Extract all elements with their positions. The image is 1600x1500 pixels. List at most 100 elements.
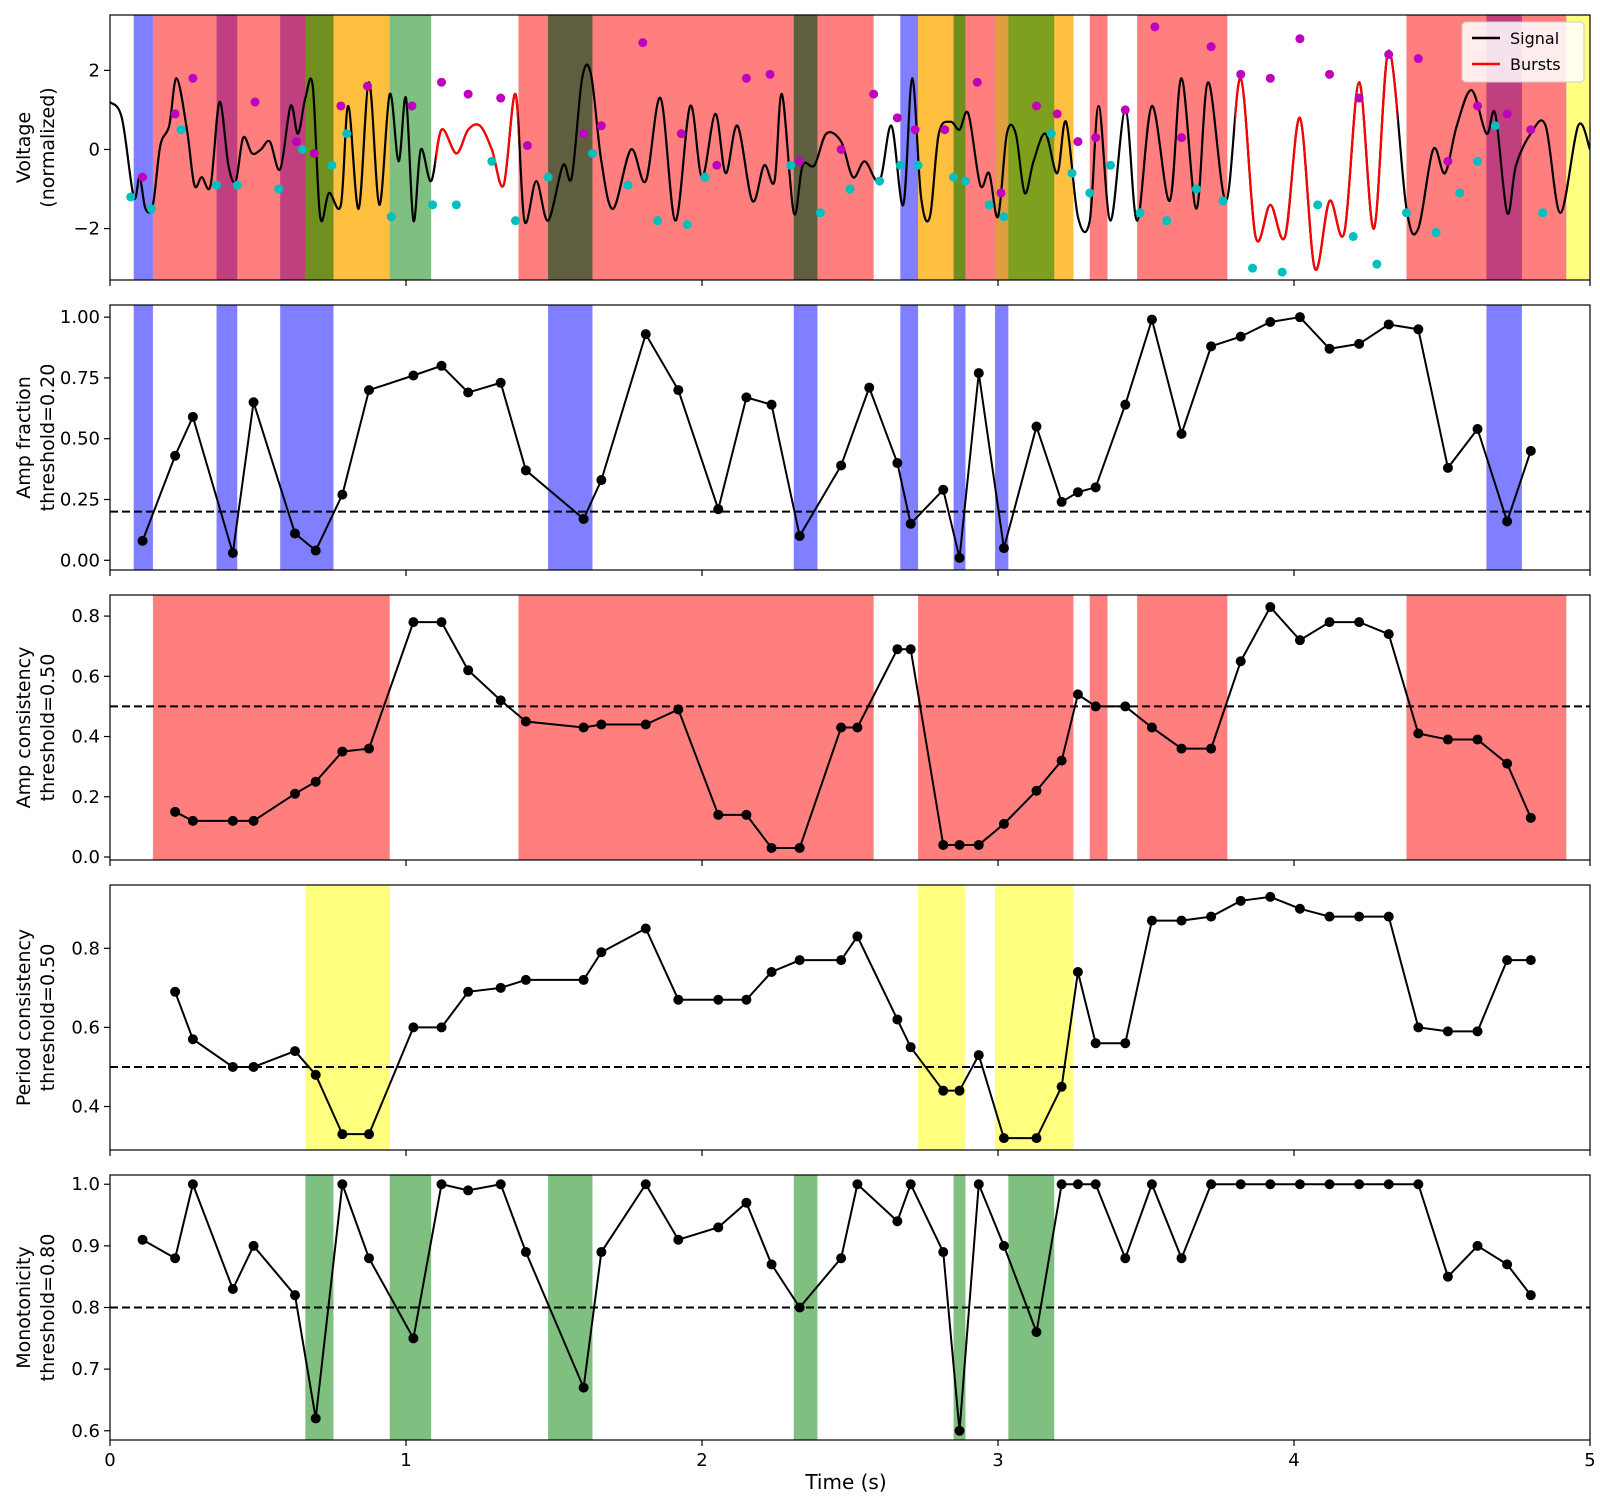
peak-marker [940, 125, 950, 135]
trough-marker [1348, 231, 1358, 241]
peak-marker [1443, 156, 1453, 166]
data-point [973, 1050, 984, 1061]
data-point [766, 967, 777, 978]
data-point [998, 818, 1009, 829]
peak-marker [638, 38, 648, 48]
data-point [170, 1253, 181, 1264]
trough-marker [176, 125, 186, 135]
data-point [998, 1133, 1009, 1144]
data-point [1413, 728, 1424, 739]
peak-marker [1526, 125, 1536, 135]
axes-frame [109, 14, 1591, 281]
peak-marker [437, 77, 447, 87]
trough-marker [895, 160, 905, 170]
data-point [1354, 911, 1365, 922]
data-point [892, 1014, 903, 1025]
data-point [713, 504, 724, 515]
data-point [640, 719, 651, 730]
data-point [364, 1253, 374, 1264]
peak-marker [910, 125, 920, 135]
data-point [1176, 428, 1187, 439]
y-tick-label: 1.0 [71, 1174, 100, 1195]
y-axis-label: (normalized) [37, 87, 59, 207]
series-group [170, 602, 1536, 853]
data-point [673, 704, 684, 715]
data-point [794, 530, 805, 541]
data-point [408, 1333, 419, 1344]
trough-marker [1277, 267, 1287, 277]
trough-marker [1105, 160, 1115, 170]
data-point [578, 1382, 589, 1393]
peak-marker [1384, 50, 1394, 60]
trough-marker [511, 216, 521, 226]
data-point [227, 1284, 238, 1295]
highlight-span [953, 1175, 966, 1440]
data-point [1502, 1259, 1513, 1270]
panel-3: 0.4 0.6 0.8 Period consistency threshold=0.5… [13, 884, 1591, 1156]
data-point [248, 397, 259, 408]
metric-line [174, 895, 1531, 1140]
data-point [1294, 1179, 1305, 1190]
peak-marker [1236, 69, 1246, 79]
peak-marker [1073, 137, 1083, 147]
axes-frame [109, 304, 1591, 571]
trough-marker [1431, 228, 1441, 238]
peak-marker [463, 89, 473, 99]
data-point [1176, 915, 1187, 926]
data-point [310, 1069, 321, 1080]
peak-marker [765, 69, 775, 79]
highlight-span [1137, 15, 1228, 280]
peak-marker [1265, 73, 1275, 83]
highlight-span [305, 15, 334, 280]
data-point [337, 746, 348, 757]
data-point [998, 1240, 1009, 1251]
data-point [1031, 1327, 1042, 1338]
data-point [187, 1034, 198, 1045]
data-point [1031, 421, 1042, 432]
data-point [1206, 911, 1217, 922]
data-point [290, 528, 300, 539]
data-point [836, 955, 847, 966]
legend-label: Bursts [1510, 55, 1561, 74]
data-point [640, 1179, 651, 1190]
trough-marker [1191, 184, 1201, 194]
highlight-span [305, 885, 390, 1150]
data-point [1090, 482, 1101, 493]
data-point [137, 1234, 148, 1245]
data-point [1120, 1038, 1131, 1049]
data-point [578, 513, 589, 524]
data-point [1525, 445, 1536, 456]
data-point [938, 1085, 949, 1096]
data-point [1235, 1179, 1246, 1190]
data-point [1056, 496, 1067, 507]
data-point [1056, 1081, 1067, 1092]
data-point [495, 695, 506, 706]
peak-marker [836, 144, 846, 154]
trough-marker [1490, 121, 1500, 131]
trough-marker [1473, 156, 1483, 166]
x-tick-label: 4 [1288, 1450, 1299, 1471]
trough-marker [487, 156, 497, 166]
data-point [1472, 1240, 1483, 1251]
highlight-span [216, 305, 238, 570]
data-point [1206, 743, 1217, 754]
data-point [1265, 1179, 1276, 1190]
peak-marker [1502, 109, 1512, 119]
peak-marker [496, 93, 506, 103]
trough-marker [327, 160, 337, 170]
trough-marker [274, 184, 284, 194]
peak-marker [170, 109, 180, 119]
data-point [137, 535, 148, 546]
y-tick-label: 0.4 [71, 727, 100, 748]
data-point [1072, 689, 1083, 700]
trough-marker [815, 208, 825, 218]
data-point [892, 458, 903, 469]
data-point [187, 815, 198, 826]
trough-marker [960, 176, 970, 186]
data-point [1502, 516, 1513, 527]
highlight-span [918, 595, 1074, 860]
data-point [1472, 734, 1483, 745]
span-group [305, 885, 1074, 1150]
data-point [905, 1179, 916, 1190]
